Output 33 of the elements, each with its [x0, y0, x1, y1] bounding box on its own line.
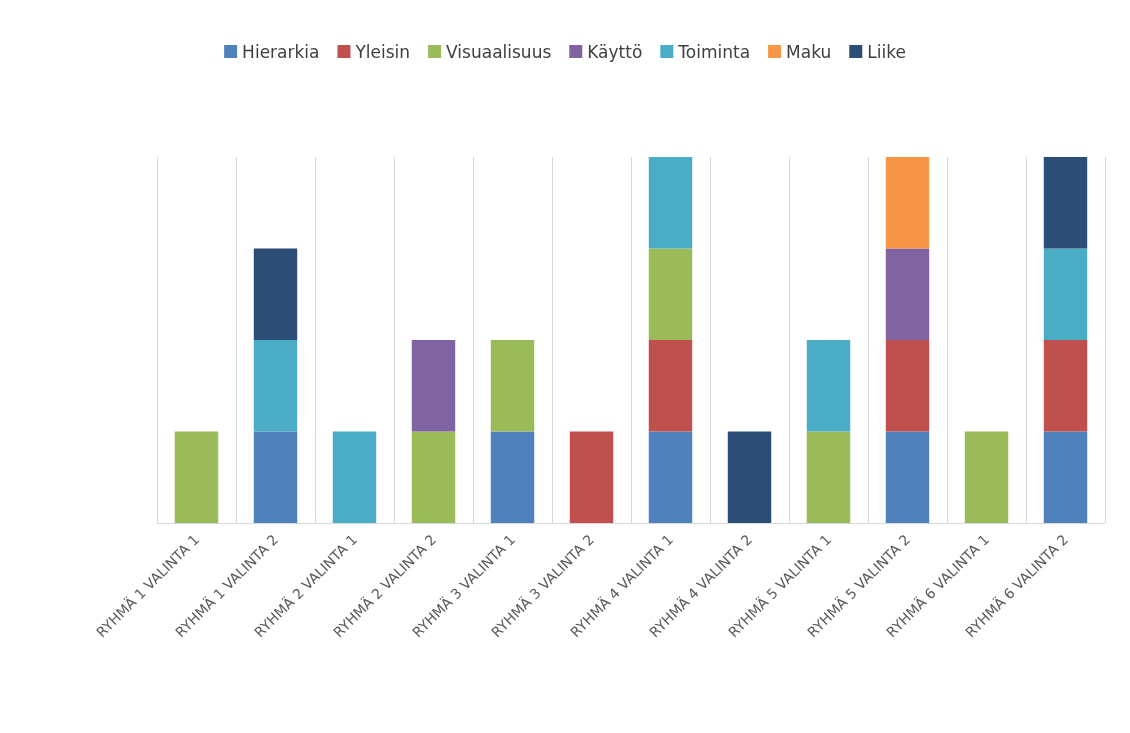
- legend-label: Liike: [867, 41, 906, 62]
- bar: [648, 248, 693, 340]
- bar: [332, 431, 377, 523]
- bar: [1043, 340, 1088, 432]
- legend-label: Yleisin: [354, 41, 411, 62]
- bar: [1043, 248, 1088, 340]
- bar: [253, 340, 298, 432]
- bar: [885, 431, 930, 523]
- bar: [490, 340, 535, 432]
- bar: [648, 340, 693, 432]
- bar: [569, 431, 614, 523]
- bar: [490, 431, 535, 523]
- bar: [964, 431, 1009, 523]
- bar: [885, 340, 930, 432]
- legend-label: Toiminta: [677, 41, 751, 62]
- bar: [885, 248, 930, 340]
- bar: [806, 431, 851, 523]
- bar: [253, 248, 298, 340]
- bar: [648, 157, 693, 249]
- legend-label: Maku: [786, 41, 832, 62]
- bar: [1043, 157, 1088, 249]
- bar: [727, 431, 772, 523]
- legend-label: Visuaalisuus: [446, 41, 552, 62]
- legend-label: Hierarkia: [242, 41, 320, 62]
- legend-label: Käyttö: [587, 41, 643, 62]
- bar: [1043, 431, 1088, 523]
- bar: [411, 431, 456, 523]
- bar: [253, 431, 298, 523]
- bar: [806, 340, 851, 432]
- bar: [648, 431, 693, 523]
- bar: [174, 431, 219, 523]
- bar: [411, 340, 456, 432]
- bar: [885, 157, 930, 249]
